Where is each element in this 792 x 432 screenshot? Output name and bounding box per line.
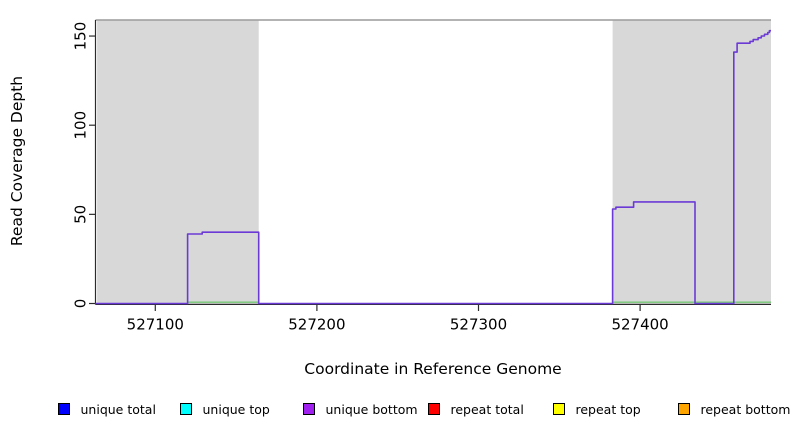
legend-item-unique-bottom: unique bottom [303, 399, 418, 419]
legend-item-unique-top: unique top [180, 399, 270, 419]
x-tick-label: 527300 [450, 316, 507, 334]
y-tick-label: 100 [72, 111, 90, 140]
legend-swatch-icon [678, 403, 690, 415]
x-tick-label: 527200 [288, 316, 345, 334]
legend-swatch-icon [428, 403, 440, 415]
legend-swatch-icon [303, 403, 315, 415]
y-axis-title: Read Coverage Depth [8, 75, 26, 247]
legend-label: repeat total [450, 401, 524, 417]
y-tick-label: 50 [72, 205, 90, 224]
x-tick-label: 527100 [127, 316, 184, 334]
legend-item-unique-total: unique total [58, 399, 156, 419]
legend-label: unique total [80, 401, 156, 417]
x-tick-label: 527400 [611, 316, 668, 334]
coverage-plot-canvas: 527100 527200 527300 527400 0 50 100 150 [72, 19, 771, 334]
legend-swatch-icon [180, 403, 192, 415]
legend-swatch-icon [553, 403, 565, 415]
legend-swatch-icon [58, 403, 70, 415]
legend-label: repeat bottom [700, 401, 791, 417]
legend-item-repeat-bottom: repeat bottom [678, 399, 790, 419]
legend: unique total unique top unique bottom repea… [0, 399, 792, 421]
legend-item-repeat-top: repeat top [553, 399, 641, 419]
legend-label: unique bottom [325, 401, 418, 417]
coverage-line [95, 29, 771, 305]
legend-label: unique top [202, 401, 270, 417]
legend-label: repeat top [575, 401, 641, 417]
shaded-covered-region [612, 20, 771, 304]
x-axis-title: Coordinate in Reference Genome [304, 360, 562, 378]
y-tick-label: 150 [72, 22, 90, 51]
y-tick-label: 0 [72, 299, 90, 309]
legend-item-repeat-total: repeat total [428, 399, 524, 419]
shaded-covered-region [97, 20, 259, 304]
